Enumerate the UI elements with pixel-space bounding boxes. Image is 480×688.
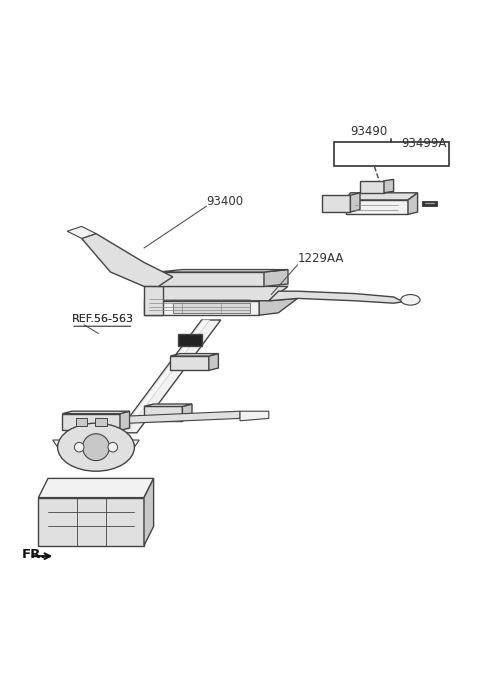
Polygon shape xyxy=(346,193,418,200)
Polygon shape xyxy=(144,478,154,546)
Polygon shape xyxy=(144,404,192,407)
Polygon shape xyxy=(158,270,288,272)
Polygon shape xyxy=(144,301,259,315)
Polygon shape xyxy=(53,440,139,447)
Polygon shape xyxy=(360,181,384,193)
Polygon shape xyxy=(209,354,218,370)
Ellipse shape xyxy=(58,423,134,471)
Polygon shape xyxy=(350,193,360,212)
Polygon shape xyxy=(120,411,130,431)
Polygon shape xyxy=(67,226,96,239)
Text: REF.56-563: REF.56-563 xyxy=(72,314,134,325)
Polygon shape xyxy=(322,195,350,212)
Polygon shape xyxy=(178,334,202,346)
Polygon shape xyxy=(144,407,182,421)
Circle shape xyxy=(83,433,109,461)
Text: REF.56-563: REF.56-563 xyxy=(72,314,134,325)
Polygon shape xyxy=(62,413,120,431)
Text: 1229AA: 1229AA xyxy=(298,252,344,266)
Polygon shape xyxy=(182,404,192,421)
Text: 93499A: 93499A xyxy=(401,137,446,150)
Polygon shape xyxy=(62,411,130,413)
Polygon shape xyxy=(170,354,218,356)
Bar xyxy=(76,418,87,426)
Circle shape xyxy=(108,442,118,452)
Polygon shape xyxy=(346,200,408,215)
Polygon shape xyxy=(264,270,288,286)
Polygon shape xyxy=(170,356,209,370)
Polygon shape xyxy=(118,320,221,433)
Polygon shape xyxy=(259,299,298,315)
Text: FR.: FR. xyxy=(22,548,47,561)
Polygon shape xyxy=(384,180,394,193)
Ellipse shape xyxy=(401,294,420,305)
Polygon shape xyxy=(119,320,210,433)
Polygon shape xyxy=(130,411,240,423)
Circle shape xyxy=(74,442,84,452)
Polygon shape xyxy=(38,478,154,497)
Text: 93490: 93490 xyxy=(350,125,388,138)
Polygon shape xyxy=(38,497,144,546)
Bar xyxy=(95,418,107,426)
Polygon shape xyxy=(240,411,269,421)
Polygon shape xyxy=(269,291,403,303)
Text: 93400: 93400 xyxy=(206,195,243,208)
Polygon shape xyxy=(408,193,418,215)
Polygon shape xyxy=(82,234,173,286)
Polygon shape xyxy=(144,286,288,301)
Polygon shape xyxy=(144,286,163,315)
Polygon shape xyxy=(158,272,264,286)
Polygon shape xyxy=(173,303,250,313)
Polygon shape xyxy=(422,201,437,206)
